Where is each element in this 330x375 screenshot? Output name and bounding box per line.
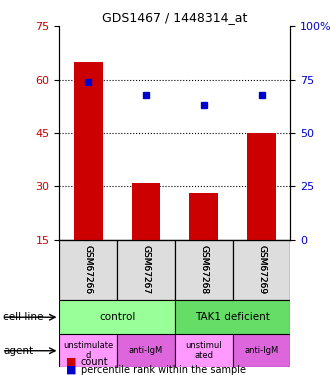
Text: percentile rank within the sample: percentile rank within the sample xyxy=(81,365,246,375)
FancyBboxPatch shape xyxy=(175,334,233,368)
Text: ■: ■ xyxy=(66,365,77,375)
Text: unstimul
ated: unstimul ated xyxy=(185,341,222,360)
Bar xyxy=(74,62,103,240)
FancyBboxPatch shape xyxy=(59,300,175,334)
FancyBboxPatch shape xyxy=(117,240,175,300)
FancyBboxPatch shape xyxy=(59,334,117,368)
Title: GDS1467 / 1448314_at: GDS1467 / 1448314_at xyxy=(102,11,248,24)
Text: GSM67267: GSM67267 xyxy=(142,245,150,294)
Text: cell line: cell line xyxy=(3,312,44,322)
FancyBboxPatch shape xyxy=(117,334,175,368)
Text: control: control xyxy=(99,312,135,322)
Text: GSM67266: GSM67266 xyxy=(84,245,93,294)
Bar xyxy=(189,194,218,240)
FancyBboxPatch shape xyxy=(233,240,290,300)
FancyBboxPatch shape xyxy=(175,240,233,300)
FancyBboxPatch shape xyxy=(59,240,117,300)
Text: GSM67268: GSM67268 xyxy=(199,245,208,294)
Text: anti-IgM: anti-IgM xyxy=(129,346,163,355)
Bar xyxy=(132,183,160,240)
Text: GSM67269: GSM67269 xyxy=(257,245,266,294)
Text: count: count xyxy=(81,357,109,367)
Text: GSM67268: GSM67268 xyxy=(199,245,208,294)
FancyBboxPatch shape xyxy=(175,300,290,334)
Text: agent: agent xyxy=(3,346,33,356)
FancyBboxPatch shape xyxy=(233,334,290,368)
Text: anti-IgM: anti-IgM xyxy=(245,346,279,355)
Text: GSM67269: GSM67269 xyxy=(257,245,266,294)
Text: ■: ■ xyxy=(66,357,77,367)
Bar xyxy=(247,133,276,240)
Text: TAK1 deficient: TAK1 deficient xyxy=(195,312,270,322)
Text: GSM67266: GSM67266 xyxy=(84,245,93,294)
Text: unstimulate
d: unstimulate d xyxy=(63,341,114,360)
Text: GSM67267: GSM67267 xyxy=(142,245,150,294)
